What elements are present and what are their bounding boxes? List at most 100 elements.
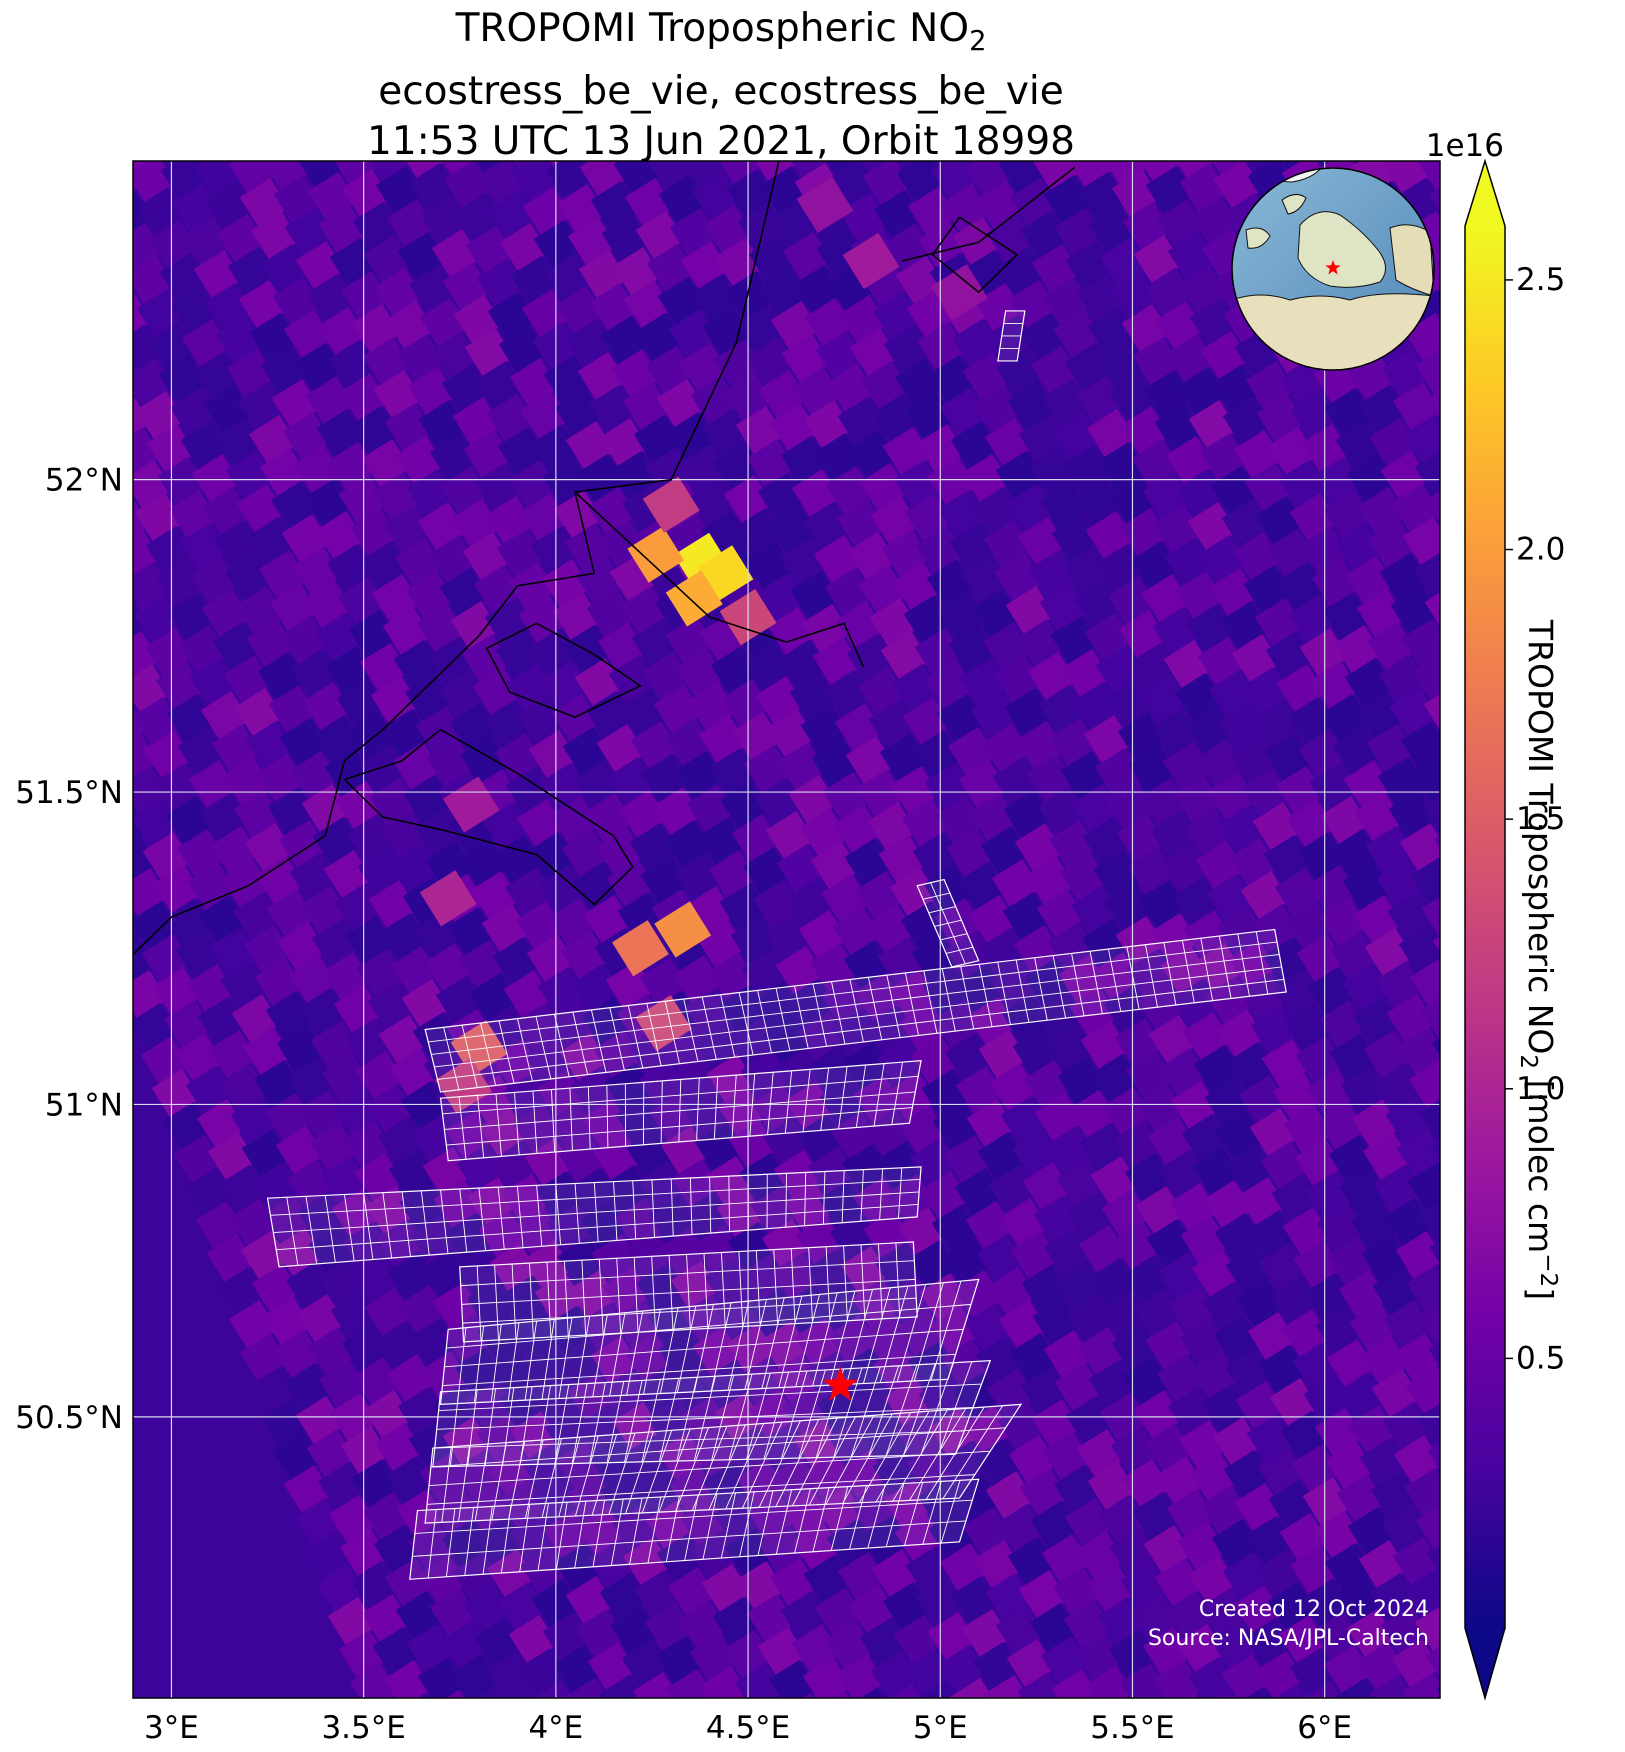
colorbar-label-close: ] xyxy=(1520,1287,1560,1301)
no2-pixel xyxy=(655,1738,704,1752)
swath-grid-line xyxy=(757,990,772,1053)
no2-pixel xyxy=(671,106,720,155)
colorbar-label-exponent: −2 xyxy=(1534,1253,1561,1288)
swath-grid-line xyxy=(464,1507,475,1576)
no2-pixel xyxy=(1417,1297,1440,1346)
no2-pixel xyxy=(564,1678,614,1698)
no2-pixel xyxy=(1421,889,1440,938)
no2-pixel xyxy=(791,1726,840,1752)
swath-grid-line xyxy=(592,1500,605,1567)
no2-pixel xyxy=(252,109,301,158)
no2-pixel xyxy=(349,1663,399,1698)
swath-grid-line xyxy=(904,972,919,1036)
globe-site-star xyxy=(1325,260,1341,275)
no2-pixel xyxy=(133,871,135,920)
no2-pixel xyxy=(988,112,1037,161)
swath-grid-line xyxy=(738,992,754,1056)
no2-pixel xyxy=(666,1669,716,1698)
swath-grid-line xyxy=(683,998,699,1062)
no2-pixel xyxy=(406,1726,455,1752)
no2-pixel xyxy=(1405,1366,1440,1415)
swath-grid-line xyxy=(775,1489,793,1555)
swath-grid-line xyxy=(812,983,828,1047)
no2-pixel xyxy=(1425,481,1440,530)
no2-pixel xyxy=(734,1663,784,1698)
no2-pixel xyxy=(422,94,471,143)
swath-grid-line xyxy=(940,933,968,941)
x-tick-label: 3°E xyxy=(144,1710,199,1746)
no2-pixel xyxy=(598,1675,648,1698)
title-main-text: TROPOMI Tropospheric NO xyxy=(455,6,970,51)
no2-pixel xyxy=(1368,1675,1418,1698)
no2-pixel xyxy=(1407,1162,1440,1211)
colorbar-exponent: 1e16 xyxy=(1426,128,1504,164)
no2-pixel xyxy=(953,161,1003,164)
no2-pixel xyxy=(1017,1672,1067,1698)
no2-pixel xyxy=(1300,1681,1350,1698)
colorbar: 0.5 1.0 1.5 2.0 2.5 1e16 xyxy=(1426,128,1565,1701)
swath-grid-line xyxy=(997,962,1011,1025)
ecostress-footprint-layer xyxy=(266,310,1287,1580)
footprint-swath xyxy=(424,1403,1023,1524)
no2-hotspot-pixel xyxy=(627,526,685,583)
no2-hotspot-pixel xyxy=(931,264,988,321)
swath-grid-line xyxy=(428,941,1278,1043)
no2-pixel xyxy=(1403,1570,1440,1619)
footprint-swath xyxy=(266,1166,922,1268)
no2-pixel xyxy=(1040,1738,1089,1752)
no2-pixel xyxy=(1415,1501,1440,1550)
no2-pixel xyxy=(1022,109,1071,158)
credits: Created 12 Oct 2024 Source: NASA/JPL-Cal… xyxy=(1148,1595,1429,1653)
swath-grid-line xyxy=(1052,955,1067,1019)
colorbar-extend-min xyxy=(1465,1628,1505,1698)
swath-grid-line xyxy=(1255,931,1269,995)
no2-pixel xyxy=(1425,1636,1440,1685)
plot-area xyxy=(80,94,1497,1752)
footprint-swath xyxy=(424,928,1287,1093)
no2-pixel xyxy=(218,112,267,161)
map-title: TROPOMI Tropospheric NO2 ecostress_be_vi… xyxy=(0,4,1442,167)
footprint-swath xyxy=(439,1060,922,1162)
swath-grid-line xyxy=(480,1022,497,1086)
created-date: Created 12 Oct 2024 xyxy=(1198,1597,1429,1622)
no2-pixel xyxy=(1051,1669,1101,1698)
no2-pixel xyxy=(1090,103,1139,152)
no2-pixel xyxy=(133,565,138,614)
swath-grid-line xyxy=(664,1001,680,1064)
no2-hotspot-layer xyxy=(419,176,988,1114)
swath-grid-line xyxy=(757,1490,774,1556)
no2-pixel xyxy=(1448,1702,1497,1751)
no2-pixel xyxy=(80,328,129,377)
no2-pixel xyxy=(1423,685,1440,734)
no2-pixel xyxy=(1244,1720,1293,1752)
no2-pixel xyxy=(1404,1468,1440,1517)
swath-grid-line xyxy=(430,1427,1006,1468)
colorbar-tick-label: 2.5 xyxy=(1516,262,1565,298)
swath-grid-line xyxy=(978,964,993,1027)
no2-pixel xyxy=(440,1723,489,1752)
no2-pixel xyxy=(739,100,788,149)
no2-pixel xyxy=(1411,754,1440,803)
no2-pixel xyxy=(1266,1684,1316,1698)
swath-grid-line xyxy=(647,1496,662,1564)
colorbar-tick-label: 1.0 xyxy=(1516,1071,1565,1107)
colorbar-outline xyxy=(1464,158,1506,1701)
no2-pixel xyxy=(1124,100,1173,149)
coastline xyxy=(485,622,643,718)
source-credit: Source: NASA/JPL-Caltech xyxy=(1147,1626,1429,1651)
swath-grid-line xyxy=(444,1328,964,1368)
no2-pixel xyxy=(530,1681,580,1698)
swath-grid-line xyxy=(830,1486,849,1551)
no2-pixel xyxy=(1403,415,1440,464)
colorbar-extend-max xyxy=(1465,161,1505,226)
no2-pixel xyxy=(972,1744,1021,1752)
swath-outline xyxy=(424,1403,1023,1524)
no2-pixel xyxy=(1412,652,1440,701)
swath-grid-line xyxy=(1108,948,1122,1012)
swath-grid-line xyxy=(461,1025,478,1088)
no2-pixel xyxy=(995,1708,1044,1752)
swath-grid-line xyxy=(1034,957,1048,1021)
coastline xyxy=(133,161,780,956)
x-tick-label: 4.5°E xyxy=(706,1710,790,1746)
no2-pixel xyxy=(1426,379,1440,428)
